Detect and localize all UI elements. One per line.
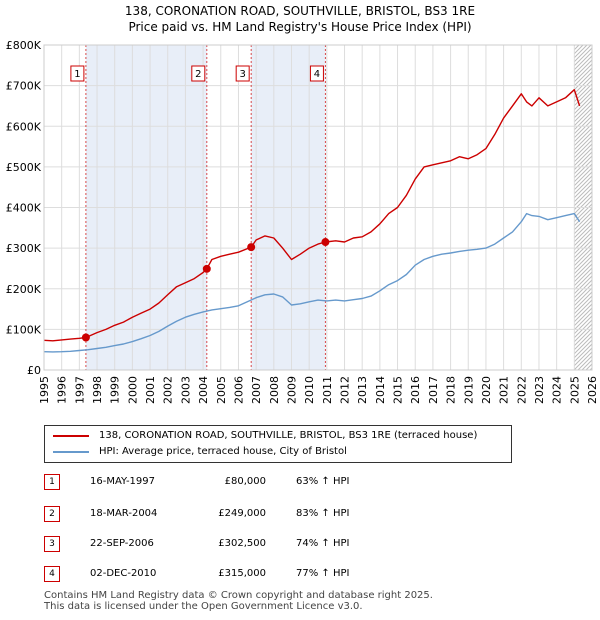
x-tick-label: 2014 — [374, 376, 387, 404]
sale-number-badge: 1 — [44, 474, 60, 490]
x-tick-label: 1997 — [73, 376, 86, 404]
y-tick-label: £500K — [6, 161, 42, 174]
sale-point — [202, 264, 211, 273]
sale-number-box — [309, 65, 324, 82]
chart-title: 138, CORONATION ROAD, SOUTHVILLE, BRISTO… — [124, 4, 476, 18]
x-tick-label: 2015 — [392, 376, 405, 404]
sale-hpi-change: 83% ↑ HPI — [296, 508, 350, 519]
x-tick-label: 2011 — [321, 376, 334, 404]
y-tick-label: £200K — [6, 283, 42, 296]
sale-date: 02-DEC-2010 — [90, 568, 157, 579]
x-tick-label: 2006 — [232, 376, 245, 404]
y-tick-label: £300K — [6, 242, 42, 255]
sale-point — [247, 243, 256, 252]
y-tick-label: £0 — [27, 364, 41, 377]
sale-number-box — [191, 65, 206, 82]
price-chart: 1 2 3 4 £0 £100K £200K £300K £400K £500K £600K £70… — [6, 39, 599, 404]
y-tick-label: £400K — [6, 202, 42, 215]
y-tick-label: £100K — [6, 323, 42, 336]
sale-hpi-change: 63% ↑ HPI — [296, 476, 350, 487]
legend-swatch-property — [53, 435, 89, 437]
sale-number-badge: 2 — [44, 506, 60, 522]
series-line-property — [43, 89, 581, 342]
sale-price: £249,000 — [218, 508, 266, 519]
x-tick-label: 2017 — [427, 376, 440, 404]
sale-point — [321, 238, 330, 247]
sale-number-badge: 4 — [44, 566, 60, 582]
x-tick-label: 2018 — [445, 376, 458, 404]
footer-line-copyright: Contains HM Land Registry data © Crown c… — [44, 590, 433, 601]
sale-number-box — [235, 65, 250, 82]
legend-swatch-hpi — [53, 451, 89, 453]
x-tick-label: 2000 — [126, 376, 139, 404]
x-tick-label: 2004 — [197, 376, 210, 404]
sale-date: 22-SEP-2006 — [90, 538, 154, 549]
x-tick-label: 2013 — [356, 376, 369, 404]
x-tick-label: 2016 — [409, 376, 422, 404]
footer-line-licence: This data is licensed under the Open Gov… — [44, 601, 363, 612]
chart-subtitle: Price paid vs. HM Land Registry's House … — [128, 20, 472, 34]
x-tick-label: 2003 — [179, 376, 192, 404]
x-tick-label: 2021 — [498, 376, 511, 404]
legend-label-property: 138, CORONATION ROAD, SOUTHVILLE, BRISTO… — [99, 430, 478, 441]
x-tick-label: 2024 — [551, 376, 564, 404]
sale-date: 18-MAR-2004 — [90, 508, 158, 519]
sale-price: £80,000 — [224, 476, 266, 487]
sale-price: £315,000 — [218, 568, 266, 579]
x-tick-label: 2005 — [215, 376, 228, 404]
x-tick-label: 2001 — [144, 376, 157, 404]
x-tick-label: 1998 — [91, 376, 104, 404]
sale-number-label: 4 — [314, 69, 320, 80]
y-tick-label: £600K — [6, 120, 42, 133]
x-tick-label: 2019 — [462, 376, 475, 404]
sale-point — [81, 333, 90, 342]
sale-price: £302,500 — [218, 538, 266, 549]
x-tick-label: 2020 — [480, 376, 493, 404]
y-tick-label: £800K — [6, 39, 42, 52]
legend-label-hpi: HPI: Average price, terraced house, City… — [99, 446, 347, 457]
sale-row: 1 16-MAY-1997 £80,000 63% ↑ HPI — [44, 474, 444, 490]
sale-number-box — [70, 65, 85, 82]
x-tick-label: 2008 — [268, 376, 281, 404]
series-line-hpi — [43, 212, 581, 353]
sale-row: 3 22-SEP-2006 £302,500 74% ↑ HPI — [44, 536, 444, 552]
x-tick-label: 2025 — [568, 376, 581, 404]
x-tick-label: 2022 — [515, 376, 528, 404]
chart-legend: 138, CORONATION ROAD, SOUTHVILLE, BRISTO… — [44, 425, 512, 463]
x-tick-label: 2012 — [339, 376, 352, 404]
sale-row: 2 18-MAR-2004 £249,000 83% ↑ HPI — [44, 506, 444, 522]
x-tick-label: 2026 — [586, 376, 599, 404]
x-tick-label: 2010 — [303, 376, 316, 404]
sale-hpi-change: 74% ↑ HPI — [296, 538, 350, 549]
footer-attribution: Contains HM Land Registry data © Crown c… — [44, 590, 433, 612]
sale-hpi-change: 77% ↑ HPI — [296, 568, 350, 579]
sale-date: 16-MAY-1997 — [90, 476, 156, 487]
sale-number-label: 1 — [74, 69, 80, 80]
x-tick-label: 1995 — [38, 376, 51, 404]
sale-number-label: 2 — [195, 69, 201, 80]
plot-frame — [43, 44, 593, 371]
x-tick-label: 2009 — [285, 376, 298, 404]
x-tick-label: 2023 — [533, 376, 546, 404]
sale-number-badge: 3 — [44, 536, 60, 552]
sale-row: 4 02-DEC-2010 £315,000 77% ↑ HPI — [44, 566, 444, 582]
x-tick-label: 1996 — [56, 376, 69, 404]
sale-number-label: 3 — [239, 69, 245, 80]
x-tick-label: 2002 — [162, 376, 175, 404]
x-tick-label: 1999 — [109, 376, 122, 404]
x-tick-label: 2007 — [250, 376, 263, 404]
y-tick-label: £700K — [6, 80, 42, 93]
